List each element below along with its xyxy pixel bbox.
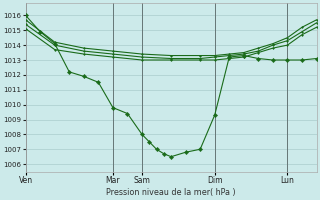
- X-axis label: Pression niveau de la mer( hPa ): Pression niveau de la mer( hPa ): [106, 188, 236, 197]
